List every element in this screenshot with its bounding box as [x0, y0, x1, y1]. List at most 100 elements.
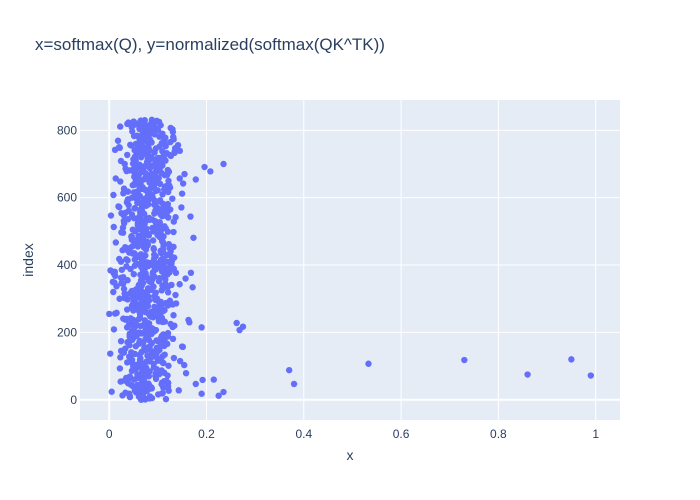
- data-point: [190, 234, 197, 241]
- data-point: [149, 237, 157, 244]
- x-tick-label: 0: [106, 427, 113, 441]
- data-point: [123, 306, 131, 313]
- data-point: [120, 285, 128, 293]
- data-point: [123, 256, 130, 263]
- data-point: [145, 214, 153, 222]
- x-axis-title: x: [347, 447, 354, 463]
- data-point: [285, 366, 293, 374]
- data-point: [166, 182, 173, 189]
- y-tick-label: 400: [57, 258, 77, 272]
- data-point: [178, 343, 186, 350]
- data-point: [151, 303, 158, 311]
- data-point: [162, 395, 170, 403]
- chart-title: x=softmax(Q), y=normalized(softmax(QK^TK…: [35, 35, 385, 54]
- data-point: [113, 309, 120, 317]
- data-point: [123, 263, 130, 270]
- data-point: [164, 200, 172, 208]
- data-point: [128, 349, 135, 356]
- data-point: [568, 356, 575, 363]
- data-point: [236, 326, 243, 334]
- data-point: [127, 141, 134, 148]
- data-point: [524, 371, 531, 378]
- data-point: [115, 203, 122, 210]
- x-tick-labels: 0 0.2 0.4 0.6 0.8 1: [106, 427, 599, 441]
- data-point: [164, 289, 172, 296]
- x-tick-label: 0.2: [198, 427, 215, 441]
- data-point: [124, 151, 131, 159]
- data-point: [134, 381, 141, 389]
- data-point: [121, 290, 128, 297]
- data-point: [163, 377, 170, 385]
- data-point: [165, 240, 173, 248]
- data-point: [145, 201, 152, 208]
- data-point: [164, 329, 172, 337]
- data-point: [107, 267, 114, 274]
- x-tick-label: 0.6: [393, 427, 410, 441]
- data-point: [124, 216, 132, 223]
- data-point: [192, 176, 199, 183]
- data-point: [159, 148, 166, 155]
- data-point: [144, 285, 152, 292]
- scatter-points: [106, 116, 595, 403]
- data-point: [170, 265, 177, 272]
- data-point: [161, 351, 168, 358]
- data-point: [199, 376, 206, 384]
- data-point: [128, 194, 136, 201]
- data-point: [110, 223, 117, 231]
- data-point: [175, 387, 182, 394]
- data-point: [106, 310, 113, 318]
- data-point: [137, 251, 145, 258]
- data-point: [201, 163, 208, 171]
- data-point: [107, 212, 115, 219]
- data-point: [167, 124, 174, 132]
- data-point: [153, 117, 160, 125]
- data-point: [129, 226, 137, 233]
- data-point: [169, 335, 177, 343]
- data-point: [122, 389, 129, 396]
- data-point: [182, 369, 190, 377]
- data-point: [136, 161, 143, 168]
- data-point: [587, 372, 595, 379]
- data-point: [130, 118, 137, 125]
- data-point: [116, 295, 123, 302]
- data-point: [187, 213, 194, 220]
- data-point: [159, 255, 166, 262]
- data-point: [156, 197, 164, 204]
- data-point: [143, 259, 151, 266]
- data-point: [133, 132, 141, 139]
- data-point: [112, 239, 120, 246]
- data-point: [159, 130, 166, 137]
- data-point: [127, 315, 134, 322]
- data-point: [167, 320, 174, 328]
- data-point: [170, 354, 178, 362]
- data-point: [158, 303, 165, 310]
- data-point: [120, 185, 128, 192]
- data-point: [116, 255, 123, 263]
- data-point: [107, 350, 114, 357]
- data-point: [198, 324, 205, 331]
- y-tick-label: 200: [57, 325, 77, 339]
- x-tick-label: 0.4: [295, 427, 312, 441]
- data-point: [122, 244, 129, 251]
- data-point: [233, 319, 240, 327]
- x-tick-label: 0.8: [490, 427, 507, 441]
- data-point: [365, 360, 372, 367]
- data-point: [220, 160, 227, 168]
- data-point: [124, 359, 131, 366]
- data-point: [128, 232, 135, 240]
- data-point: [182, 275, 189, 282]
- data-point: [114, 137, 122, 144]
- data-point: [164, 166, 171, 174]
- data-point: [141, 117, 148, 124]
- data-point: [145, 380, 152, 387]
- data-point: [120, 315, 127, 322]
- data-point: [215, 392, 222, 399]
- data-point: [136, 337, 143, 345]
- data-point: [117, 157, 125, 165]
- data-point: [170, 312, 177, 319]
- data-point: [124, 338, 131, 346]
- data-point: [117, 123, 124, 130]
- data-point: [166, 297, 174, 304]
- data-point: [178, 204, 185, 211]
